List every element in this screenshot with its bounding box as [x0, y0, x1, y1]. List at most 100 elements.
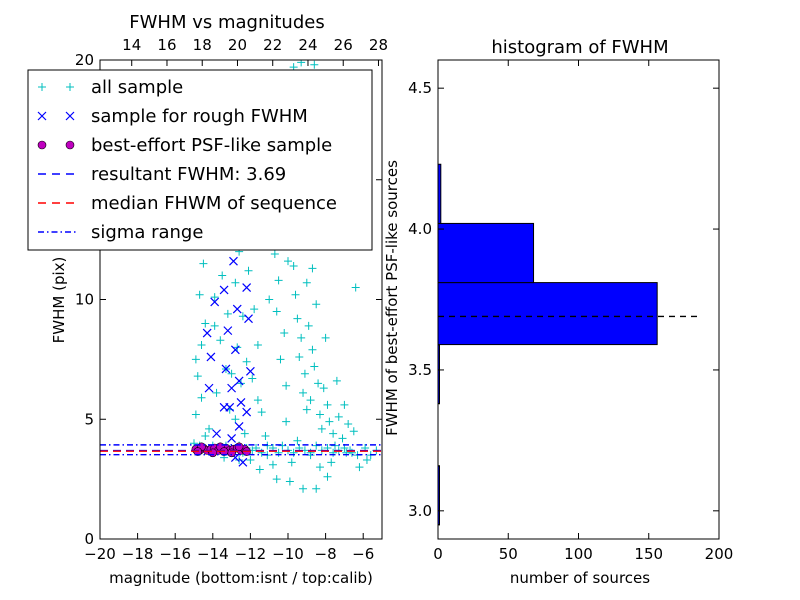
data-point — [221, 364, 231, 374]
data-point — [306, 396, 315, 405]
data-point — [304, 321, 313, 330]
top-tick-label: 22 — [263, 36, 282, 54]
data-point — [210, 293, 219, 302]
data-point — [338, 434, 347, 443]
data-point — [284, 257, 292, 266]
x-tick-label: −20 — [84, 545, 116, 563]
y-tick-label: 10 — [75, 291, 94, 309]
legend-label: sample for rough FWHM — [91, 106, 308, 127]
x-tick-label: 200 — [705, 545, 734, 563]
data-point — [327, 458, 336, 467]
top-tick-label: 20 — [228, 36, 247, 54]
y-tick-label: 0 — [84, 530, 94, 548]
data-point — [231, 278, 240, 287]
data-point — [193, 372, 202, 381]
histogram-bar — [437, 222, 535, 284]
data-point — [245, 366, 255, 376]
y-tick-label: 20 — [75, 51, 94, 69]
data-point — [229, 256, 238, 266]
data-point — [236, 398, 246, 407]
data-point — [272, 475, 281, 484]
x-tick-label: −12 — [235, 545, 267, 563]
data-point — [227, 433, 237, 443]
data-point — [257, 408, 266, 417]
x-tick-label: 50 — [499, 545, 518, 563]
data-point — [197, 341, 206, 350]
left-reference-lines — [100, 444, 382, 456]
data-point — [297, 333, 306, 342]
data-point — [205, 424, 214, 433]
data-point — [201, 319, 210, 328]
data-point — [293, 314, 302, 323]
legend-entry: sample for rough FWHM — [37, 106, 308, 127]
legend-marker — [37, 111, 47, 121]
x-tick-label: −18 — [122, 545, 154, 563]
data-point — [315, 410, 324, 419]
data-point — [201, 432, 210, 441]
data-point — [244, 314, 253, 324]
left-y-axis-label: FWHM (pix) — [50, 257, 68, 344]
data-point — [216, 336, 225, 345]
data-point — [218, 271, 227, 280]
legend-marker — [66, 83, 74, 91]
left-x-axis-label: magnitude (bottom:isnt / top:calib) — [109, 569, 373, 587]
data-point — [274, 276, 283, 285]
data-point — [295, 352, 304, 361]
data-point — [212, 388, 221, 397]
x-tick-label: −8 — [315, 545, 337, 563]
data-point — [323, 400, 332, 409]
x-tick-label: 150 — [634, 545, 663, 563]
data-point — [265, 295, 274, 304]
data-point — [321, 333, 330, 342]
y-tick-label: 3.5 — [408, 361, 432, 379]
legend-label: resultant FWHM: 3.69 — [91, 164, 286, 185]
data-point — [227, 369, 236, 378]
data-point — [210, 321, 219, 330]
data-point — [351, 283, 360, 292]
data-point — [289, 261, 298, 270]
data-point — [242, 283, 252, 292]
data-point — [344, 420, 353, 429]
legend-marker — [37, 140, 47, 150]
series-2 — [191, 442, 251, 458]
data-point — [325, 417, 334, 426]
data-point — [302, 278, 311, 287]
data-point — [308, 264, 317, 273]
data-point — [234, 376, 244, 386]
data-point — [231, 415, 240, 424]
data-point — [191, 355, 200, 364]
y-tick-label: 3.0 — [408, 502, 432, 520]
data-point — [331, 441, 339, 450]
data-point — [323, 472, 332, 481]
data-point — [235, 455, 244, 464]
data-point — [278, 441, 287, 450]
data-point — [202, 328, 212, 338]
data-point — [253, 396, 262, 405]
legend-label: median FHWM of sequence — [91, 193, 337, 214]
histogram-panel: 0 50 100 150 200 3.0 3.5 4.0 4.5 histogram of FW… — [383, 37, 733, 587]
data-point — [276, 355, 285, 364]
data-point — [282, 381, 291, 390]
data-point — [195, 290, 204, 299]
data-point — [319, 384, 328, 393]
top-tick-label: 24 — [298, 36, 317, 54]
x-tick-label: −10 — [272, 545, 304, 563]
data-point — [248, 374, 257, 383]
data-point — [227, 383, 237, 393]
data-point — [255, 465, 264, 474]
right-axis-ticks: 0 50 100 150 200 3.0 3.5 4.0 4.5 — [408, 60, 733, 563]
y-tick-label: 5 — [84, 410, 94, 428]
data-point — [297, 60, 306, 67]
data-point — [349, 427, 358, 436]
data-point — [244, 266, 253, 275]
data-point — [314, 379, 323, 388]
data-point — [225, 402, 235, 412]
histogram-bar — [437, 282, 658, 346]
data-point — [334, 412, 343, 421]
data-point — [240, 429, 249, 438]
data-point — [340, 400, 349, 409]
data-point — [270, 249, 279, 258]
data-point — [315, 463, 324, 472]
data-point — [223, 309, 232, 318]
x-tick-label: 0 — [433, 545, 443, 563]
